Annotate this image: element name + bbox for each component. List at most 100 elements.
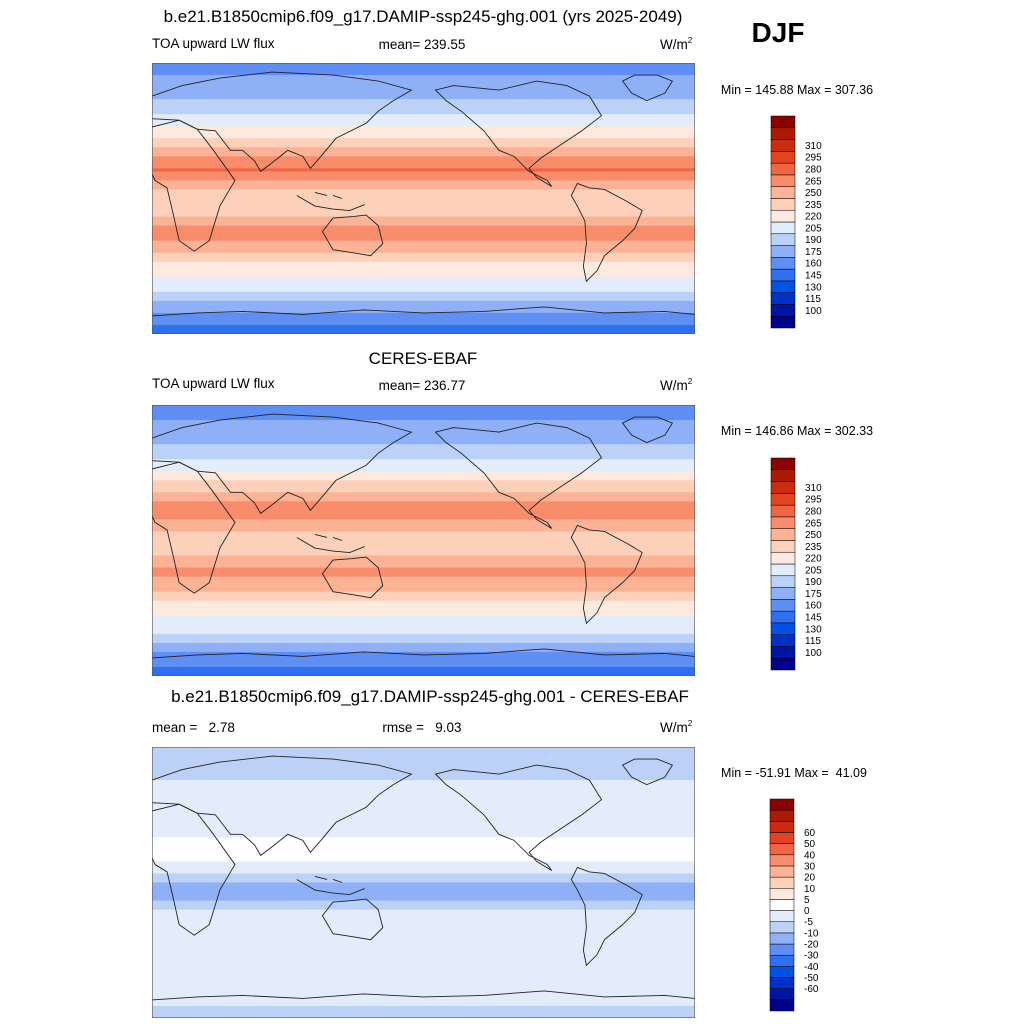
zonal-band (152, 282, 695, 287)
zonal-band (152, 210, 695, 215)
zonal-band (152, 633, 695, 638)
zonal-band (152, 783, 695, 787)
zonal-band (152, 762, 695, 766)
colorbar-tick-label: 100 (805, 648, 822, 659)
zonal-band (152, 834, 695, 838)
zonal-band (152, 483, 695, 487)
zonal-band (152, 657, 695, 662)
zonal-band (152, 114, 695, 118)
zonal-band (152, 759, 695, 763)
colorbar-tick-label: 265 (805, 176, 822, 187)
zonal-band (152, 654, 695, 659)
zonal-band (152, 777, 695, 781)
zonal-band (152, 465, 695, 469)
zonal-band (152, 903, 695, 908)
colorbar-swatch (769, 821, 795, 833)
zonal-band (152, 831, 695, 835)
zonal-band (152, 411, 695, 415)
colorbar-tick-label: 60 (804, 828, 816, 839)
coastline-indonesia (296, 876, 365, 896)
zonal-band (152, 111, 695, 115)
colorbar-tick-label: -50 (804, 973, 819, 984)
zonal-band (152, 867, 695, 871)
zonal-band (152, 279, 695, 284)
coastline-greenland (621, 758, 674, 786)
zonal-band (152, 228, 695, 233)
colorbar-swatch (770, 162, 796, 176)
colorbar-swatch (770, 209, 796, 223)
colorbar-tick-label: 310 (805, 141, 822, 152)
zonal-band (152, 906, 695, 911)
zonal-band (152, 924, 695, 929)
zonal-band (152, 552, 695, 557)
zonal-band (152, 63, 695, 67)
zonal-band (152, 747, 695, 751)
zonal-band (152, 585, 695, 590)
colorbar-swatch (769, 921, 795, 934)
rmse-label: rmse = 9.03 (382, 720, 461, 735)
coastline-north-america (434, 80, 603, 187)
zonal-band (152, 441, 695, 445)
colorbar-tick-label: 115 (805, 636, 821, 647)
zonal-band (152, 639, 695, 644)
zonal-band (152, 930, 695, 935)
zonal-band (152, 546, 695, 550)
colorbar-tick-label: 280 (805, 165, 822, 176)
zonal-band (152, 171, 695, 175)
zonal-band (152, 261, 695, 266)
colorbar-swatch (770, 587, 796, 600)
colorbar-swatch (769, 943, 795, 956)
colorbar: 1001151301451601751902052202352502652802… (770, 115, 822, 329)
zonal-band (152, 219, 695, 224)
zonal-band (152, 792, 695, 796)
zonal-band (152, 618, 695, 623)
zonal-band (152, 669, 695, 674)
units-base: W/m (660, 720, 688, 735)
coastline-greenland (621, 74, 674, 102)
zonal-band (152, 489, 695, 493)
zonal-band (152, 807, 695, 811)
zonal-band (152, 186, 695, 190)
zonal-band (152, 189, 695, 193)
colorbar-swatch (770, 304, 796, 317)
zonal-band (152, 234, 695, 239)
zonal-band (152, 435, 695, 439)
zonal-band (152, 513, 695, 517)
zonal-band (152, 315, 695, 320)
colorbar-tick-label: -10 (804, 928, 819, 939)
zonal-band (152, 180, 695, 184)
zonal-band (152, 174, 695, 178)
colorbar-swatch (769, 865, 795, 878)
zonal-band (152, 909, 695, 914)
zonal-band (152, 981, 695, 986)
zonal-band (152, 120, 695, 124)
zonal-band (152, 642, 695, 647)
colorbar-swatch (769, 977, 795, 989)
colorbar-tick-label: 115 (805, 294, 821, 305)
zonal-band (152, 264, 695, 269)
zonal-band (152, 540, 695, 544)
zonal-band (152, 108, 695, 112)
coastline-greenland (621, 416, 674, 444)
zonal-band (152, 876, 695, 880)
colorbar-tick-label: 0 (804, 906, 810, 917)
coastline-north-america (434, 764, 603, 871)
zonal-band (152, 615, 695, 620)
colorbar-tick-label: 20 (804, 873, 816, 884)
colorbar-swatch (770, 610, 796, 624)
zonal-band (152, 420, 695, 424)
coastline-australia (321, 556, 384, 599)
zonal-band (152, 966, 695, 971)
colorbar-swatch (770, 657, 796, 671)
zonal-band (152, 495, 695, 499)
zonal-band (152, 789, 695, 793)
zonal-band (152, 417, 695, 421)
colorbar-swatch (770, 257, 796, 270)
colorbar-swatch (770, 186, 796, 199)
zonal-band (152, 606, 695, 611)
colorbar-tick-label: 220 (805, 212, 822, 223)
zonal-band (152, 933, 695, 938)
colorbar-tick-label: 10 (804, 884, 816, 895)
units-label: W/m2 (660, 377, 693, 393)
colorbar-swatch (769, 832, 795, 844)
